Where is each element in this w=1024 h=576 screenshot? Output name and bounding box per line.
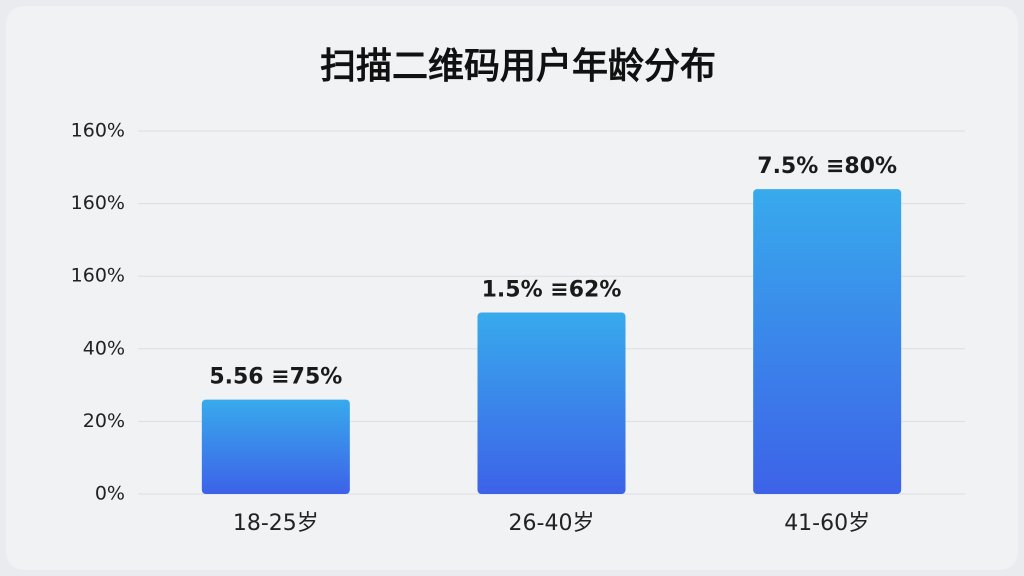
y-tick-label: 160%: [71, 120, 125, 142]
bar: [477, 312, 626, 494]
y-tick-label: 160%: [71, 265, 125, 287]
x-tick-label: 41-60岁: [784, 511, 870, 536]
bar: [753, 189, 902, 494]
y-tick-label: 0%: [95, 483, 125, 505]
chart-title: 扫描二维码用户年龄分布: [320, 46, 716, 87]
x-tick-label: 26-40岁: [509, 511, 595, 536]
bar: [201, 399, 350, 494]
annotation: 1.5% ≡62%: [482, 278, 622, 303]
y-tick-label: 160%: [71, 192, 125, 214]
y-tick-label: 20%: [83, 410, 125, 432]
x-tick-label: 18-25岁: [233, 511, 319, 536]
annotation: 7.5% ≡80%: [757, 154, 897, 179]
y-tick-label: 40%: [83, 337, 125, 359]
annotation: 5.56 ≡75%: [209, 365, 342, 390]
